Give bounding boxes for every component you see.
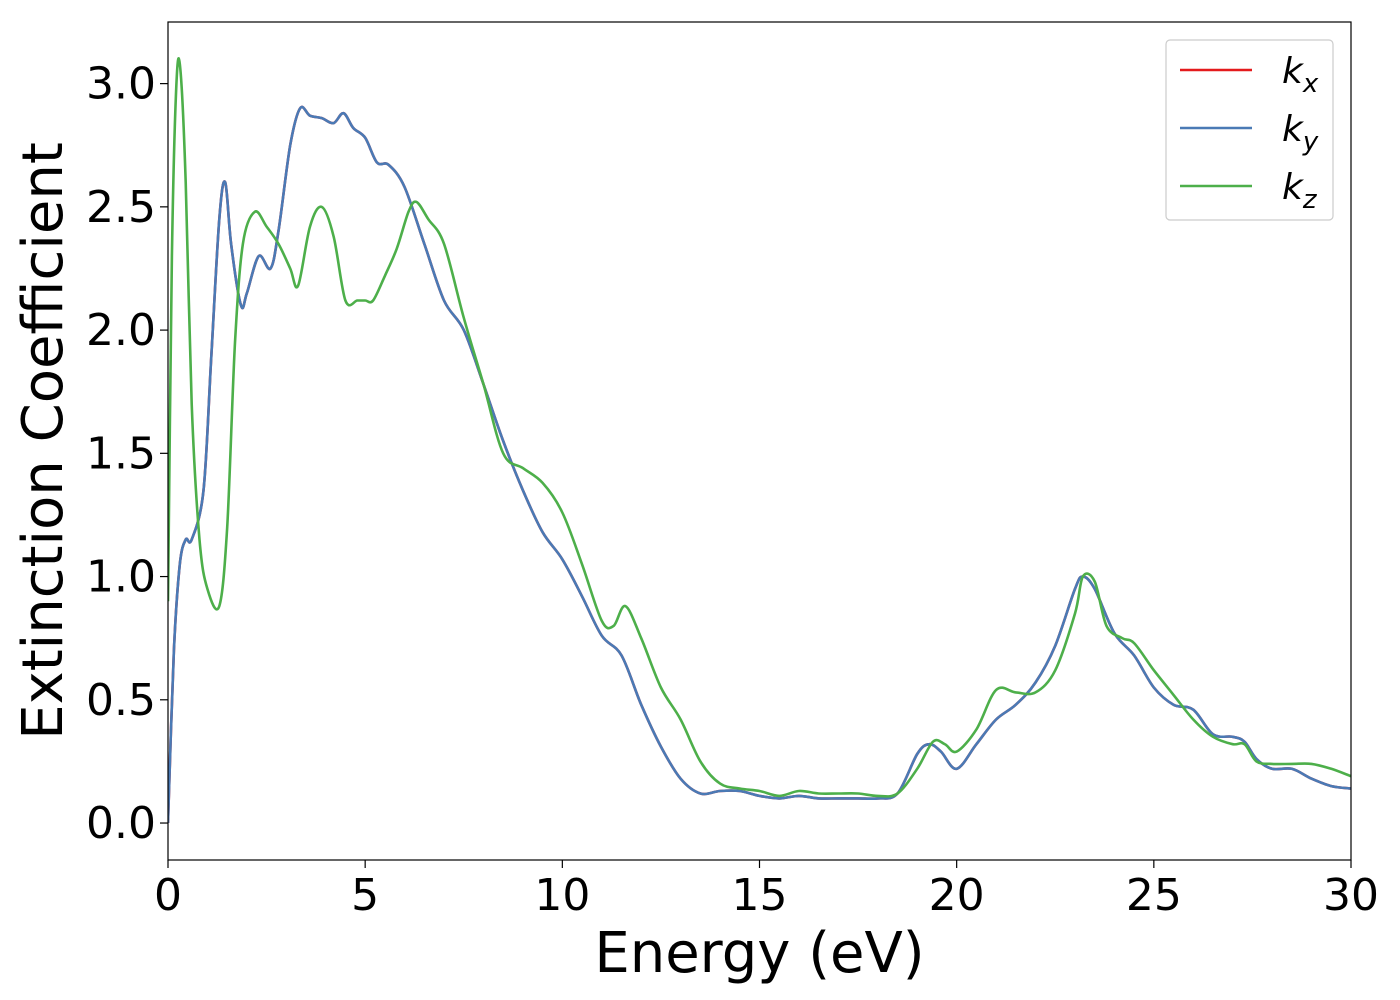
y-axis: 0.0 0.5 1.0 1.5 2.0 2.5 3.0 [86, 59, 168, 849]
legend-label-subscript: z [1302, 185, 1318, 215]
x-tick-label: 5 [351, 870, 379, 921]
y-tick-label: 2.5 [86, 182, 156, 233]
legend-label: kz [1282, 167, 1318, 215]
x-tick-label: 20 [929, 870, 985, 921]
x-axis: 0 5 10 15 20 25 30 [154, 860, 1379, 921]
y-tick-label: 0.5 [86, 675, 156, 726]
x-tick-label: 30 [1323, 870, 1379, 921]
legend-label-subscript: x [1302, 69, 1319, 99]
y-tick-label: 3.0 [86, 59, 156, 110]
series-line-kz [168, 57, 1351, 798]
y-tick-label: 0.0 [86, 798, 156, 849]
x-tick-label: 10 [534, 870, 590, 921]
legend-label-base: k [1282, 109, 1305, 150]
legend-label: ky [1282, 109, 1319, 157]
y-tick-label: 1.5 [86, 428, 156, 479]
legend-label-subscript: y [1302, 127, 1319, 157]
x-tick-label: 25 [1126, 870, 1182, 921]
x-axis-label: Energy (eV) [594, 921, 924, 986]
legend-label-base: k [1282, 51, 1305, 92]
x-tick-label: 0 [154, 870, 182, 921]
y-tick-label: 2.0 [86, 305, 156, 356]
x-tick-label: 15 [732, 870, 788, 921]
y-tick-label: 1.0 [86, 552, 156, 603]
y-axis-label: Extinction Coefficient [11, 142, 76, 740]
legend-box [1165, 39, 1334, 221]
legend-label: kx [1282, 51, 1319, 99]
series-layer [168, 57, 1351, 824]
legend-label-base: k [1282, 167, 1305, 208]
